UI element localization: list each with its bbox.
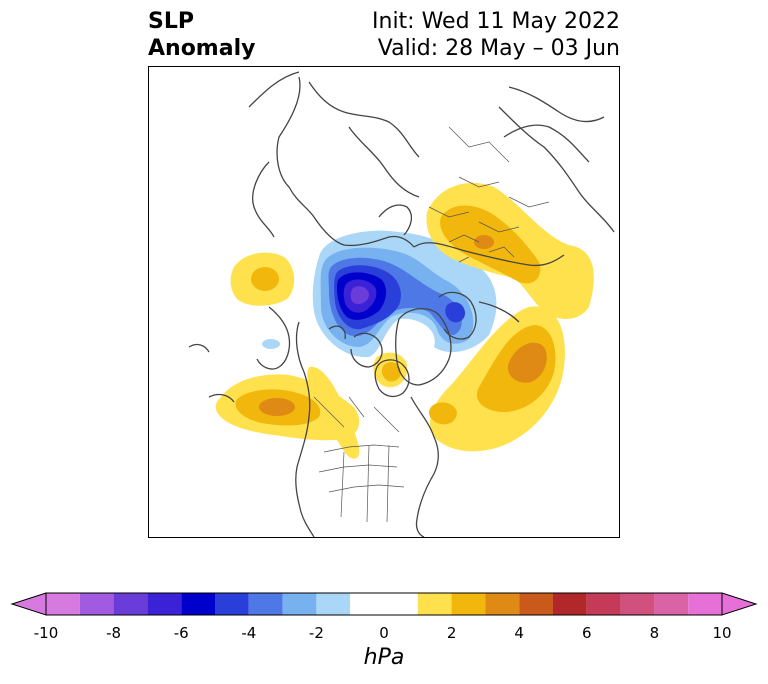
colorbar-swatch: [586, 593, 621, 615]
colorbar-tick-label: -2: [308, 624, 324, 642]
colorbar-swatch: [688, 593, 722, 615]
title-line-2: Anomaly: [148, 36, 256, 61]
map-title: SLP Anomaly: [148, 8, 255, 62]
positive-anomaly-hudson-inner: [381, 362, 401, 382]
title-line-1: SLP: [148, 9, 194, 34]
colorbar-tick-label: 0: [379, 624, 389, 642]
colorbar-swatch: [417, 593, 452, 615]
colorbar-swatch: [350, 593, 418, 615]
colorbar-over-arrow: [721, 592, 758, 616]
anomaly-fields: [215, 182, 594, 459]
boundaries-canada: [313, 396, 400, 433]
colorbar-swatch: [113, 593, 148, 615]
colorbar-swatch: [654, 593, 689, 615]
colorbar-swatches: [46, 593, 722, 615]
colorbar-tick-label: 10: [712, 624, 732, 642]
colorbar-swatch: [147, 593, 182, 615]
valid-dates: Valid: 28 May – 03 Jun: [377, 36, 620, 61]
coastline-asia-east: [498, 86, 615, 233]
coastline-mediterranean: [308, 81, 420, 198]
coastline-pacific-islands: [188, 343, 235, 403]
colorbar-swatch: [79, 593, 114, 615]
colorbar-under-arrow: [10, 592, 47, 616]
coastline-alaska: [256, 306, 291, 370]
positive-anomaly-bering-core: [251, 267, 279, 291]
map-canvas: [188, 71, 615, 537]
negative-anomaly-kara: [445, 302, 466, 323]
negative-anomaly-arctic-core: [350, 286, 369, 305]
colorbar-tick-label: -6: [173, 624, 189, 642]
negative-anomaly-small: [262, 339, 280, 349]
positive-anomaly-newfoundland: [429, 402, 457, 425]
coastline-asia-north: [413, 124, 590, 267]
colorbar-swatch: [620, 593, 655, 615]
coastline-north-america-east: [410, 396, 439, 537]
colorbar-swatch: [248, 593, 283, 615]
colorbar-swatch: [485, 593, 520, 615]
colorbar-swatch: [553, 593, 587, 615]
coastline-north-america-west: [295, 321, 315, 537]
colorbar-swatch: [282, 593, 317, 615]
positive-anomaly-atlantic-core: [508, 342, 547, 383]
colorbar-frame: [45, 592, 723, 616]
colorbar-tick-label: -10: [33, 624, 59, 642]
colorbar-swatch: [46, 593, 80, 615]
coastline-greenland: [395, 308, 452, 386]
boundaries-europe: [448, 234, 515, 263]
positive-anomaly-europe-core: [474, 235, 494, 249]
colorbar-unit-label: hPa: [363, 645, 405, 670]
boundaries-asia: [428, 126, 550, 233]
coastline-hudson-bay: [374, 359, 410, 398]
forecast-dates: Init: Wed 11 May 2022 Valid: 28 May – 03…: [372, 8, 620, 62]
init-date: Init: Wed 11 May 2022: [372, 9, 620, 34]
coastlines: [188, 71, 615, 537]
colorbar-swatch: [451, 593, 486, 615]
positive-anomaly-western-canada: [307, 366, 360, 459]
coastline-arctic-siberia: [438, 291, 520, 340]
coastline-canadian-arctic: [328, 325, 383, 368]
colorbar-tick-label: 2: [446, 624, 457, 642]
colorbar-swatch: [215, 593, 249, 615]
coastline-scandinavia: [313, 204, 415, 248]
colorbar-tick-label: 6: [582, 624, 592, 642]
positive-anomaly-pacific-core: [259, 398, 295, 416]
political-boundaries: [313, 126, 550, 523]
colorbar-tick-label: 8: [649, 624, 660, 642]
colorbar-tick-label: -4: [241, 624, 257, 642]
colorbar-swatch: [181, 593, 215, 615]
slp-anomaly-map: [148, 66, 620, 538]
colorbar-swatch: [316, 593, 351, 615]
colorbar: [10, 592, 758, 616]
coastline-eurasia-west: [248, 71, 315, 238]
colorbar-swatch: [519, 593, 553, 615]
colorbar-tick-label: -8: [106, 624, 122, 642]
boundaries-usa: [318, 444, 405, 523]
colorbar-tick-label: 4: [514, 624, 524, 642]
